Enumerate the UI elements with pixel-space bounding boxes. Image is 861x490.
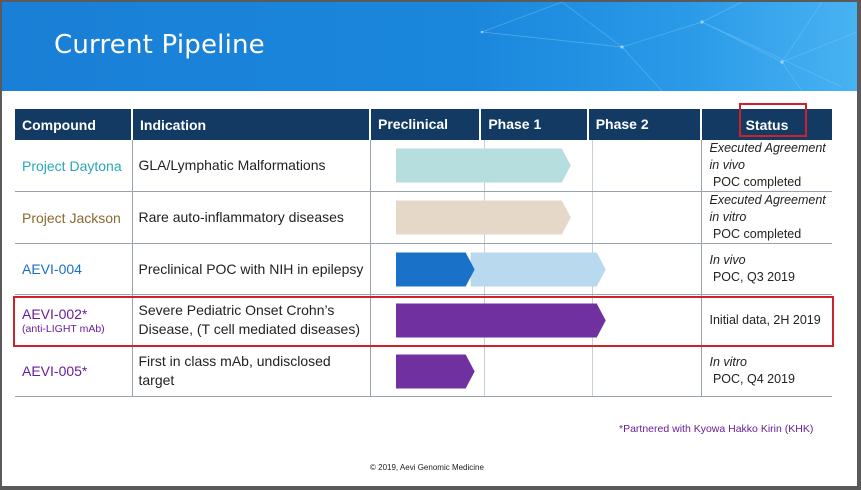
indication-cell: Preclinical POC with NIH in epilepsy [132, 243, 371, 295]
indication-text: Preclinical POC with NIH in epilepsy [138, 260, 364, 277]
indication-text: Severe Pediatric Onset Crohn’s [138, 302, 335, 318]
compound-name: Project Jackson [22, 209, 121, 226]
indication-cell: First in class mAb, undisclosed target [132, 345, 371, 397]
compound-cell: AEVI-002* (anti-LIGHT mAb) [15, 294, 133, 346]
indication-text: Rare auto-inflammatory diseases [138, 209, 344, 225]
header-indication: Indication [132, 109, 371, 140]
status-text: In vivo [709, 253, 746, 267]
progress-arrow-completed [395, 148, 571, 183]
progress-cell [370, 243, 702, 295]
progress-cell [370, 140, 702, 192]
status-text: in vivo [709, 158, 745, 172]
indication-cell: Rare auto-inflammatory diseases [132, 191, 371, 244]
page-title: Current Pipeline [54, 30, 265, 60]
indication-cell: Severe Pediatric Onset Crohn’s Disease, (… [132, 294, 371, 346]
progress-cell [370, 345, 702, 397]
compound-cell: AEVI-004 [15, 243, 133, 295]
header-preclinical: Preclinical [371, 109, 482, 140]
compound-name: AEVI-005* [22, 363, 88, 379]
status-cell: Initial data, 2H 2019 [701, 294, 832, 346]
status-text: POC completed [709, 227, 802, 241]
compound-name: Project Daytona [22, 157, 122, 174]
status-text: Executed Agreement [709, 193, 826, 207]
progress-arrow-completed [395, 252, 475, 287]
compound-cell: Project Jackson [15, 191, 133, 244]
status-cell: In vivo POC, Q3 2019 [701, 243, 832, 295]
progress-arrow [395, 200, 571, 235]
status-highlight-box [739, 103, 807, 137]
indication-text: target [138, 372, 175, 388]
table-header: Compound Indication Preclinical Phase 1 … [15, 109, 832, 140]
compound-name: AEVI-002* [22, 305, 88, 322]
row-highlight-box [13, 296, 834, 347]
title-banner: Current Pipeline [2, 2, 857, 91]
header-phase1: Phase 1 [481, 109, 589, 140]
compound-cell: AEVI-005* [15, 345, 133, 397]
progress-arrow [395, 303, 606, 338]
progress-arrow-future [470, 252, 606, 287]
status-text: in vitro [709, 210, 747, 224]
progress-arrow [395, 252, 606, 287]
compound-name: AEVI-004 [22, 261, 82, 277]
network-pattern [480, 2, 857, 91]
status-text: POC, Q4 2019 [709, 372, 795, 386]
indication-text: GLA/Lymphatic Malformations [138, 157, 326, 173]
header-phase2: Phase 2 [595, 116, 649, 132]
progress-arrow-completed [395, 354, 475, 389]
status-text: Initial data, 2H 2019 [709, 312, 821, 327]
progress-arrow-completed [395, 303, 606, 338]
header-compound: Compound [15, 109, 133, 140]
header-status: Status [701, 109, 832, 140]
copyright: © 2019, Aevi Genomic Medicine [370, 463, 484, 472]
indication-cell: GLA/Lymphatic Malformations [132, 140, 371, 192]
table-row: Project Daytona GLA/Lymphatic Malformatio… [15, 140, 832, 192]
progress-arrow [395, 354, 475, 389]
partner-footnote: *Partnered with Kyowa Hakko Kirin (KHK) [619, 423, 814, 435]
table-row: Project Jackson Rare auto-inflammatory di… [15, 191, 832, 244]
status-cell: Executed Agreement in vivo POC completed [701, 140, 832, 192]
pipeline-table: Compound Indication Preclinical Phase 1 … [15, 109, 832, 397]
table-row: AEVI-005* First in class mAb, undisclosed… [15, 345, 832, 397]
progress-arrow [395, 148, 571, 183]
progress-arrow-completed [395, 200, 571, 235]
status-cell: In vitro POC, Q4 2019 [701, 345, 832, 397]
status-cell: Executed Agreement in vitro POC completed [701, 191, 832, 244]
indication-text: Disease, (T cell mediated diseases) [138, 321, 361, 337]
status-text: Executed Agreement [709, 141, 826, 155]
status-text: POC completed [709, 175, 802, 189]
status-text: In vitro [709, 355, 748, 369]
indication-text: First in class mAb, undisclosed [138, 353, 331, 369]
header-stages: Preclinical Phase 1 Phase 2 [370, 109, 702, 140]
compound-cell: Project Daytona [15, 140, 133, 192]
table-row: AEVI-004 Preclinical POC with NIH in epil… [15, 243, 832, 295]
progress-cell [370, 191, 702, 244]
status-text: POC, Q3 2019 [709, 270, 795, 284]
compound-subtitle: (anti-LIGHT mAb) [22, 322, 105, 335]
